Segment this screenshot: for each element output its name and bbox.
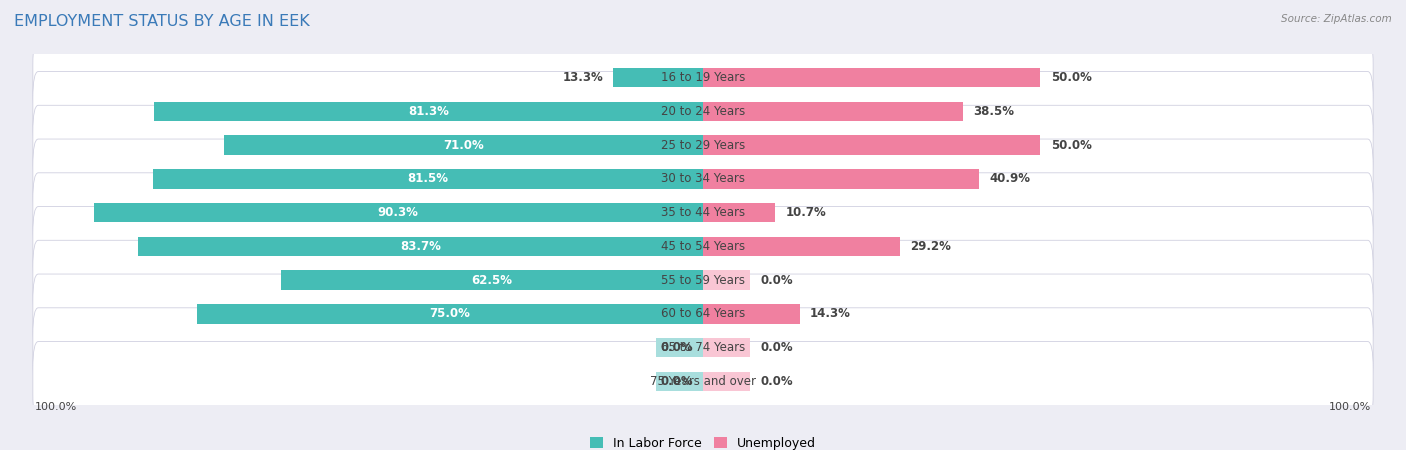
FancyBboxPatch shape [32, 139, 1374, 219]
Text: 55 to 59 Years: 55 to 59 Years [661, 274, 745, 287]
FancyBboxPatch shape [32, 105, 1374, 185]
Bar [703, 169, 979, 189]
Text: 25 to 29 Years: 25 to 29 Years [661, 139, 745, 152]
Text: 100.0%: 100.0% [1329, 402, 1371, 412]
FancyBboxPatch shape [32, 72, 1374, 151]
Bar [224, 135, 703, 155]
Bar [703, 68, 1040, 87]
Text: 65 to 74 Years: 65 to 74 Years [661, 341, 745, 354]
Text: 16 to 19 Years: 16 to 19 Years [661, 71, 745, 84]
Text: 60 to 64 Years: 60 to 64 Years [661, 307, 745, 320]
Bar [655, 338, 703, 357]
Text: 40.9%: 40.9% [990, 172, 1031, 185]
FancyBboxPatch shape [32, 207, 1374, 286]
Text: 14.3%: 14.3% [810, 307, 851, 320]
Bar [703, 304, 800, 324]
Text: 0.0%: 0.0% [661, 341, 693, 354]
Text: 81.3%: 81.3% [408, 105, 449, 118]
Bar [703, 270, 751, 290]
Text: 81.5%: 81.5% [408, 172, 449, 185]
Text: 10.7%: 10.7% [786, 206, 827, 219]
Bar [703, 338, 751, 357]
Bar [613, 68, 703, 87]
Text: 20 to 24 Years: 20 to 24 Years [661, 105, 745, 118]
Text: 0.0%: 0.0% [761, 274, 793, 287]
FancyBboxPatch shape [32, 342, 1374, 421]
Text: 30 to 34 Years: 30 to 34 Years [661, 172, 745, 185]
Bar [703, 372, 751, 391]
FancyBboxPatch shape [32, 38, 1374, 117]
Text: 100.0%: 100.0% [35, 402, 77, 412]
Text: 62.5%: 62.5% [471, 274, 513, 287]
FancyBboxPatch shape [32, 240, 1374, 320]
Text: 35 to 44 Years: 35 to 44 Years [661, 206, 745, 219]
Text: Source: ZipAtlas.com: Source: ZipAtlas.com [1281, 14, 1392, 23]
Text: 45 to 54 Years: 45 to 54 Years [661, 240, 745, 253]
Text: 50.0%: 50.0% [1050, 71, 1091, 84]
Bar [153, 169, 703, 189]
Text: 29.2%: 29.2% [910, 240, 950, 253]
Text: 75 Years and over: 75 Years and over [650, 375, 756, 388]
Text: 50.0%: 50.0% [1050, 139, 1091, 152]
FancyBboxPatch shape [32, 173, 1374, 252]
Bar [655, 372, 703, 391]
Text: 38.5%: 38.5% [973, 105, 1014, 118]
Text: 90.3%: 90.3% [378, 206, 419, 219]
Bar [197, 304, 703, 324]
Text: 83.7%: 83.7% [401, 240, 441, 253]
Text: 0.0%: 0.0% [661, 375, 693, 388]
FancyBboxPatch shape [32, 308, 1374, 387]
Text: EMPLOYMENT STATUS BY AGE IN EEK: EMPLOYMENT STATUS BY AGE IN EEK [14, 14, 309, 28]
Text: 13.3%: 13.3% [562, 71, 603, 84]
Bar [703, 135, 1040, 155]
Text: 71.0%: 71.0% [443, 139, 484, 152]
Text: 75.0%: 75.0% [429, 307, 471, 320]
Bar [138, 237, 703, 256]
Text: 0.0%: 0.0% [761, 375, 793, 388]
Bar [703, 237, 900, 256]
Bar [155, 102, 703, 121]
Bar [94, 203, 703, 222]
Legend: In Labor Force, Unemployed: In Labor Force, Unemployed [585, 432, 821, 450]
FancyBboxPatch shape [32, 274, 1374, 354]
Bar [703, 203, 775, 222]
Text: 0.0%: 0.0% [761, 341, 793, 354]
Bar [703, 102, 963, 121]
Bar [281, 270, 703, 290]
